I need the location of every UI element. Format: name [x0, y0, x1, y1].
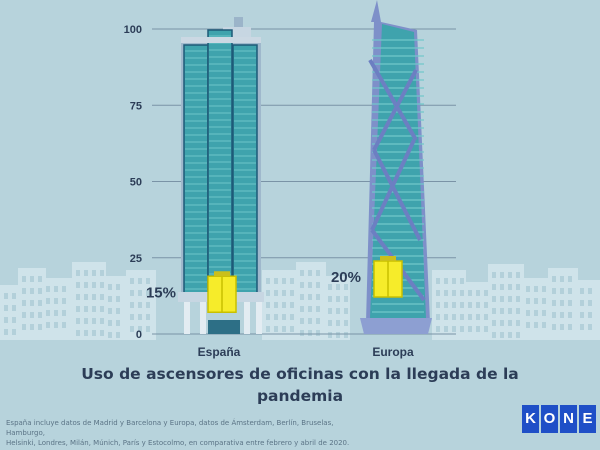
y-tick-label: 25	[130, 253, 142, 265]
skyline-building	[126, 270, 156, 340]
skyline-building	[296, 262, 326, 340]
skyline-building	[0, 285, 22, 340]
elevator-mark	[373, 256, 403, 298]
tower-espana	[178, 17, 264, 334]
skyline-building	[432, 270, 466, 340]
y-tick-label: 100	[124, 24, 142, 36]
chart-title-line-1: Uso de ascensores de oficinas con la lle…	[81, 365, 519, 383]
logo-letter: O	[541, 405, 558, 433]
logo-letter: N	[560, 405, 577, 433]
logo-letter: E	[579, 405, 596, 433]
value-label: 15%	[146, 284, 176, 301]
kone-logo: K O N E	[522, 405, 596, 433]
value-label: 20%	[331, 269, 361, 286]
skyline-building	[522, 278, 550, 340]
y-tick-label: 50	[130, 177, 142, 189]
category-labels: España Europa	[198, 345, 414, 359]
skyline-building	[42, 278, 72, 340]
elevator-mark	[207, 271, 237, 313]
skyline-building	[104, 276, 128, 340]
skyline-building	[262, 270, 298, 340]
skyline-building	[576, 280, 600, 340]
skyline-building	[18, 268, 46, 340]
category-label: España	[198, 345, 241, 359]
chart-title: Uso de ascensores de oficinas con la lle…	[70, 363, 530, 407]
chart-title-line-2: pandemia	[256, 387, 344, 405]
y-tick-label: 75	[130, 100, 142, 112]
skyline-building	[548, 268, 578, 340]
city-skyline-background	[0, 262, 600, 340]
logo-letter: K	[522, 405, 539, 433]
value-labels: 15% 20%	[146, 269, 361, 301]
y-axis-tick-labels: 0 25 50 75 100	[124, 24, 142, 341]
tower-bars	[178, 0, 432, 334]
footnote: España incluye datos de Madrid y Barcelo…	[6, 418, 356, 448]
footnote-line-1: España incluye datos de Madrid y Barcelo…	[6, 419, 334, 437]
skyline-building	[464, 282, 490, 340]
category-label: Europa	[372, 345, 414, 359]
skyline-building	[488, 264, 524, 340]
y-tick-label: 0	[136, 329, 142, 341]
skyline-building	[324, 276, 350, 340]
skyline-building	[72, 262, 106, 340]
tower-europa	[360, 0, 432, 334]
footnote-line-2: Helsinki, Londres, Milán, Múnich, París …	[6, 439, 350, 447]
